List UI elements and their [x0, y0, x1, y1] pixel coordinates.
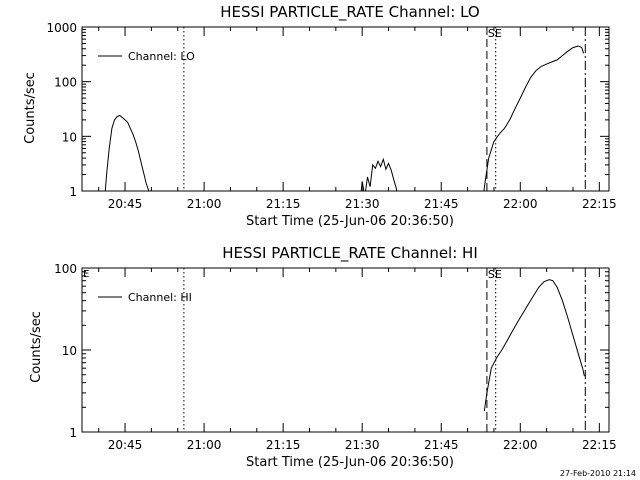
panel-lo-series-line-1 [104, 114, 150, 191]
panel-lo-x-tick-label: 21:45 [424, 197, 459, 211]
panel-lo-x-tick-label: 21:00 [187, 197, 222, 211]
panel-lo-y-tick-label: 1 [69, 185, 77, 199]
panel-hi-corner-label: E [83, 269, 89, 280]
panel-hi-x-tick-label: 21:45 [424, 438, 459, 452]
panel-hi-x-tick-label: 22:00 [503, 438, 538, 452]
panel-lo-x-tick-label: 20:45 [108, 197, 143, 211]
panel-hi-x-tick-label: 20:45 [108, 438, 143, 452]
panel-hi-x-axis-label: Start Time (25-Jun-06 20:36:50) [246, 455, 454, 470]
panel-lo-series-line-2 [360, 157, 398, 191]
panel-hi-plot-area: 20:45 21:00 21:15 21:30 21:45 22:00 22:15 1 10 10… [54, 262, 617, 452]
panel-lo-title: HESSI PARTICLE_RATE Channel: LO [220, 3, 479, 22]
panel-hi-y-tick-label: 1 [69, 426, 77, 440]
panel-hi-y-tick-label: 100 [54, 262, 77, 276]
panel-hi-x-tick-label: 21:15 [266, 438, 301, 452]
panel-lo-y-tick-label: 100 [54, 76, 77, 90]
panel-lo-marker-label: SE [488, 27, 502, 40]
panel-hi-title: HESSI PARTICLE_RATE Channel: HI [222, 244, 478, 263]
panel-lo-x-axis-label: Start Time (25-Jun-06 20:36:50) [246, 214, 454, 229]
panel-hi-series-line-1 [483, 279, 585, 412]
panel-lo-plot-area: 20:45 21:00 21:15 21:30 21:45 22:00 22:15 1 10 10… [46, 21, 616, 211]
panel-hi-x-tick-label: 21:30 [345, 438, 380, 452]
panel-lo-y-tick-label: 1000 [46, 21, 77, 35]
panel-lo-legend-label: Channel: LO [128, 50, 195, 63]
panel-lo-plot-frame [81, 26, 610, 192]
panel-hi-x-tick-label: 21:00 [187, 438, 222, 452]
panel-lo-series-line-3 [483, 45, 584, 191]
panel-hi-x-tick-label: 22:15 [582, 438, 617, 452]
panel-hi-y-axis-label: Counts/sec [29, 311, 44, 383]
panel-hi-marker-label: SE [488, 268, 502, 281]
footer-date-stamp: 27-Feb-2010 21:14 [560, 469, 636, 478]
panel-lo-y-tick-label: 10 [62, 130, 77, 144]
panel-lo-x-tick-label: 22:00 [503, 197, 538, 211]
panel-lo-x-tick-label: 21:15 [266, 197, 301, 211]
panel-hi-y-tick-label: 10 [62, 344, 77, 358]
panel-lo-x-tick-label: 22:15 [582, 197, 617, 211]
panel-lo: HESSI PARTICLE_RATE Channel: LO Counts/s… [23, 3, 617, 229]
panel-lo-y-axis-label: Counts/sec [23, 72, 38, 144]
panel-hi-legend-label: Channel: HI [128, 291, 192, 304]
panel-lo-x-tick-label: 21:30 [345, 197, 380, 211]
panel-hi: HESSI PARTICLE_RATE Channel: HI Counts/s… [29, 244, 617, 470]
